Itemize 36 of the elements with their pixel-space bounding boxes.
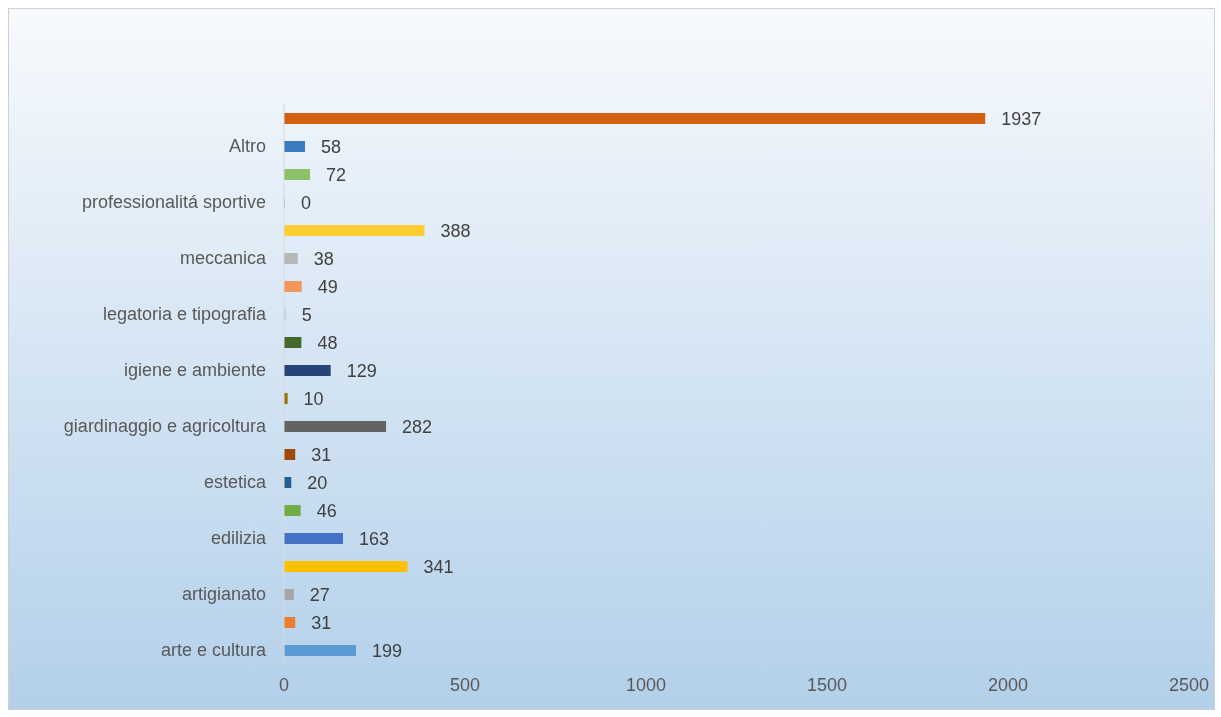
data-label: 31	[311, 612, 332, 633]
data-label: 199	[372, 640, 403, 661]
y-tick-label: edilizia	[210, 528, 267, 549]
data-label: 0	[301, 192, 312, 213]
data-label: 58	[321, 136, 342, 157]
data-label: 388	[440, 220, 471, 241]
x-tick-label: 500	[449, 674, 481, 695]
x-tick-label: 1500	[806, 674, 848, 695]
x-tick-label: 0	[278, 674, 290, 695]
data-label: 5	[301, 304, 312, 325]
data-label: 282	[402, 416, 433, 437]
data-label: 31	[311, 444, 332, 465]
data-label: 20	[307, 472, 328, 493]
data-label: 49	[317, 276, 338, 297]
x-tick-label: 1000	[625, 674, 667, 695]
data-label: 10	[303, 388, 324, 409]
y-tick-label: estetica	[203, 472, 267, 493]
data-label: 72	[326, 164, 347, 185]
y-tick-label: igiene e ambiente	[123, 360, 266, 381]
y-tick-label: artigianato	[181, 584, 266, 605]
data-label: 163	[359, 528, 390, 549]
data-label: 46	[316, 500, 337, 521]
y-tick-label: professionalitá sportive	[81, 192, 266, 213]
data-label: 27	[309, 584, 330, 605]
data-label: 1937	[1001, 108, 1042, 129]
y-tick-label: Altro	[228, 136, 266, 157]
data-label: 48	[317, 332, 338, 353]
y-tick-label: giardinaggio e agricoltura	[63, 416, 267, 437]
data-label: 341	[423, 556, 454, 577]
data-label: 38	[313, 248, 334, 269]
x-tick-label: 2000	[987, 674, 1029, 695]
y-tick-label: legatoria e tipografia	[102, 304, 267, 325]
y-tick-label: arte e cultura	[160, 640, 267, 661]
data-label: 129	[346, 360, 377, 381]
x-tick-label: 2500	[1168, 674, 1210, 695]
y-tick-label: meccanica	[179, 248, 267, 269]
